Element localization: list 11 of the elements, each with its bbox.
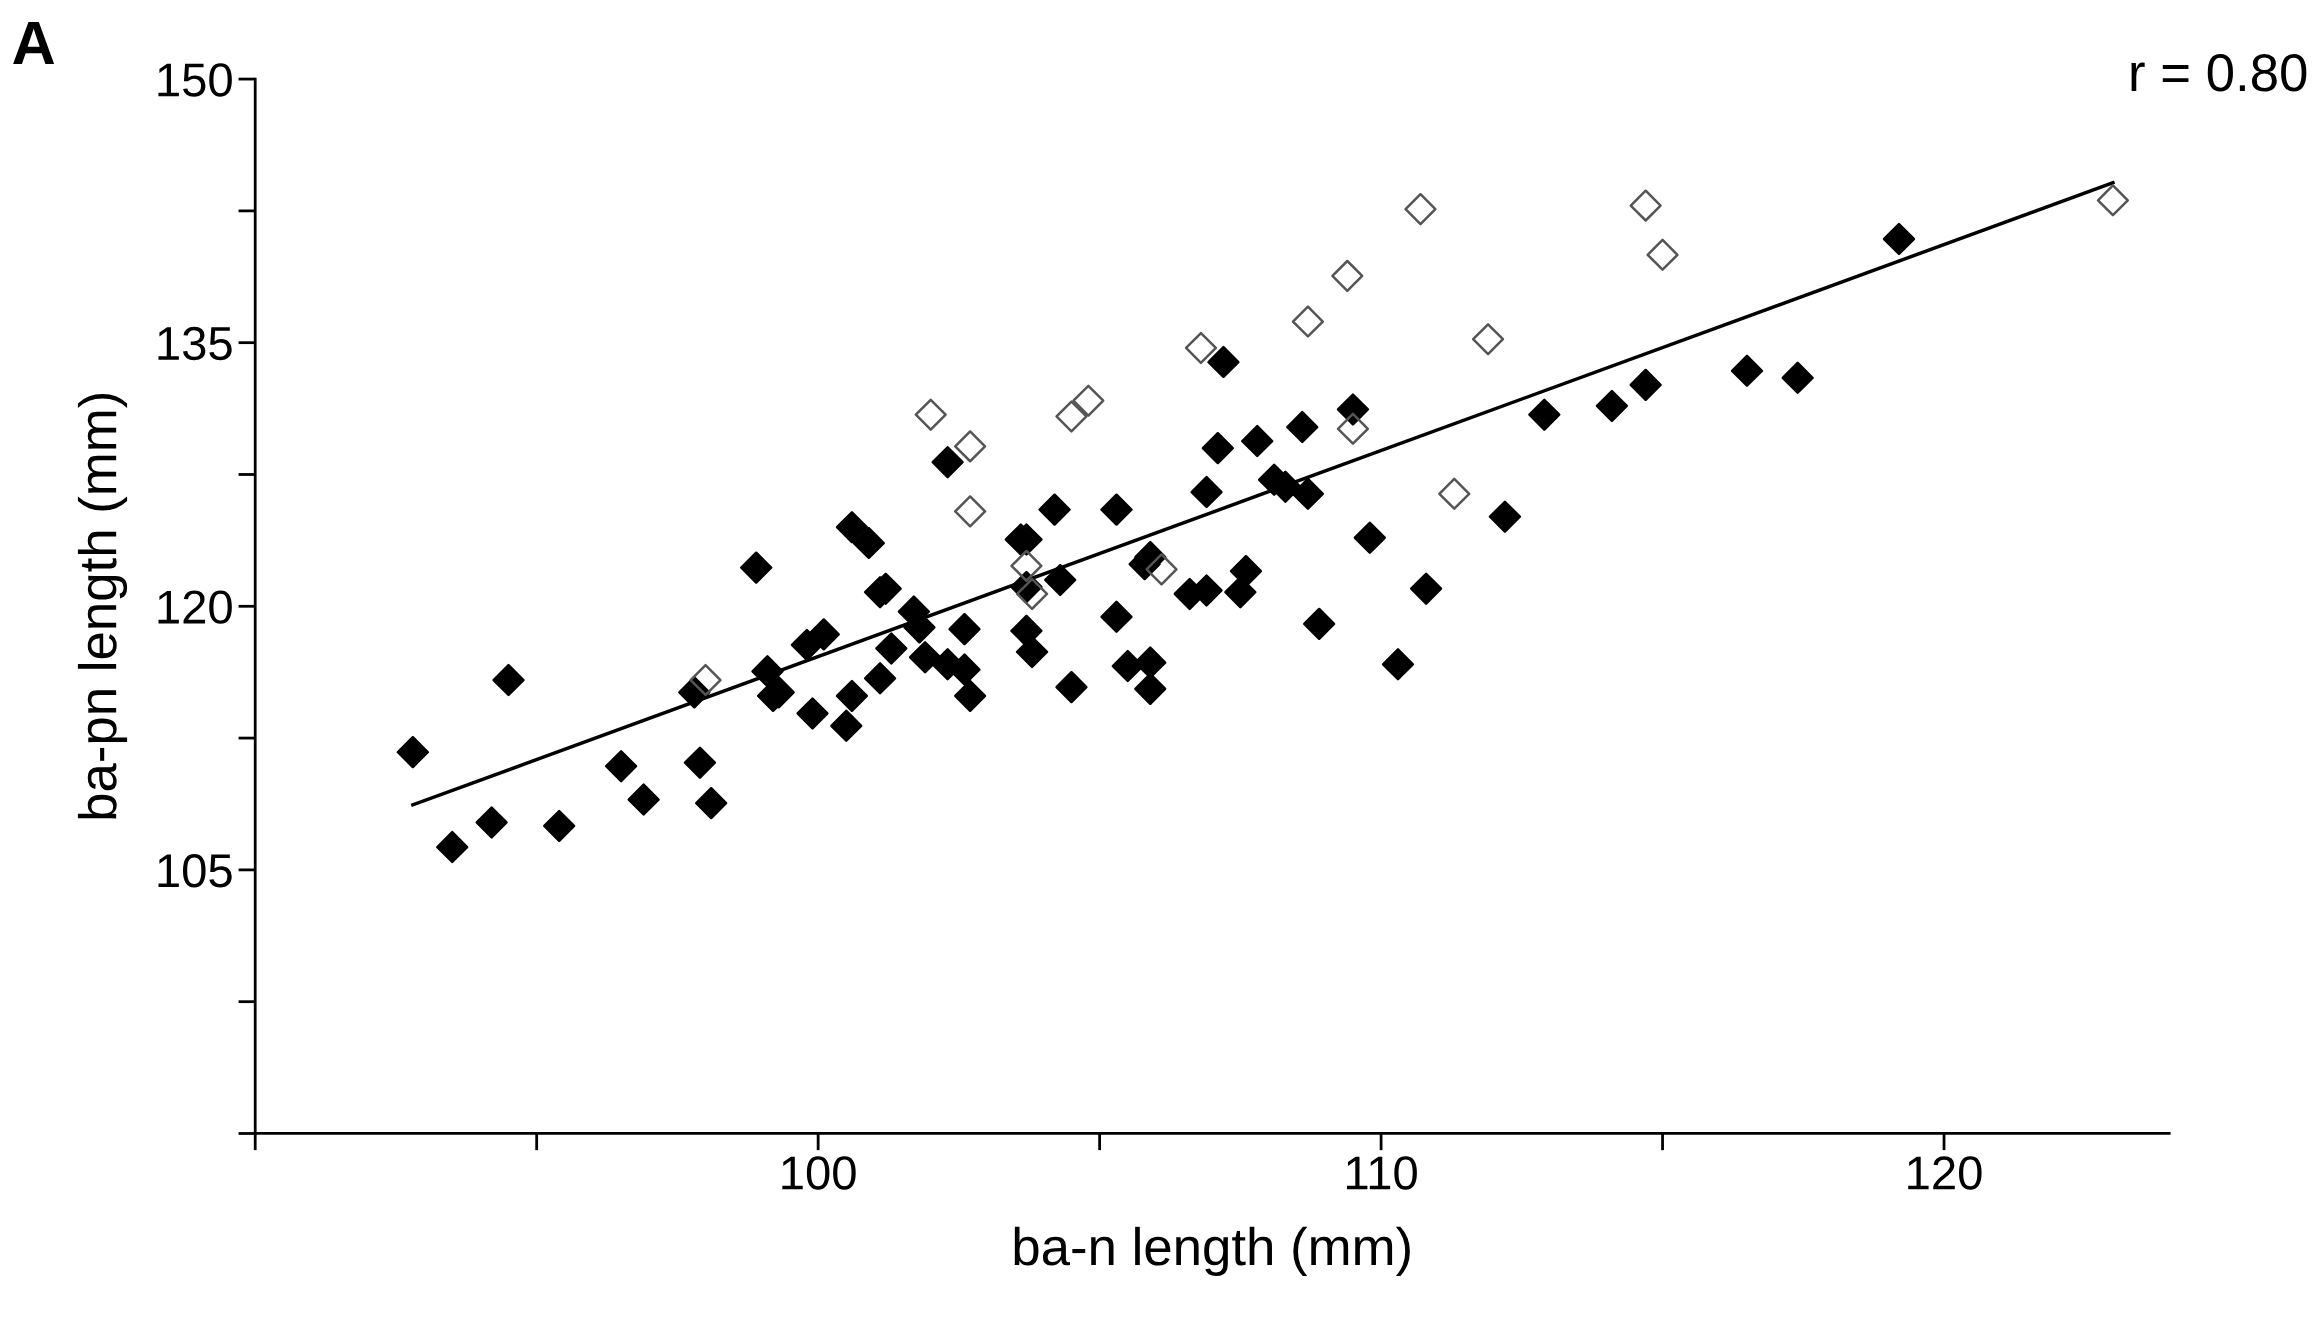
text: A xyxy=(13,22,55,65)
y-tick-label: 135 xyxy=(158,326,232,361)
y-tick-label: 120 xyxy=(158,590,232,624)
x-tick-label: 120 xyxy=(1908,1156,1982,1190)
y-tick-label: 150 xyxy=(158,63,232,97)
x-tick-label: 100 xyxy=(782,1156,856,1190)
y-tick-label: 105 xyxy=(158,854,232,888)
x-axis-title: ba-n length (mm) xyxy=(1014,1226,1410,1276)
x-tick-label: 110 xyxy=(1347,1156,1417,1190)
y-axis-title: ba-pn length (mm) xyxy=(77,393,128,819)
annotation: r = 0.80 xyxy=(2131,54,2307,92)
